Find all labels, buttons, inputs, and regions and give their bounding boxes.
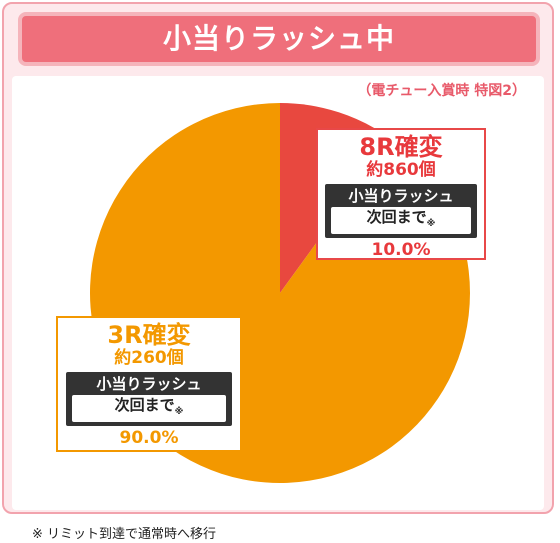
chart-note: （電チュー入賞時 特図2） bbox=[357, 83, 526, 99]
callout-sub: 約260個 bbox=[114, 348, 184, 368]
rush-box: 小当りラッシュ 次回まで※ bbox=[66, 372, 232, 426]
rush-box-title: 小当りラッシュ bbox=[348, 187, 454, 205]
callout-title: 8R確変 bbox=[359, 133, 443, 161]
callout-percent: 90.0% bbox=[119, 428, 179, 448]
page-title: 小当りラッシュ中 bbox=[18, 12, 540, 66]
callout-title: 3R確変 bbox=[107, 321, 191, 349]
rush-box-title: 小当りラッシュ bbox=[96, 375, 202, 393]
callout-percent: 10.0% bbox=[371, 240, 431, 260]
rush-box: 小当りラッシュ 次回まで※ bbox=[325, 184, 477, 238]
callout-8r: 8R確変 約860個 小当りラッシュ 次回まで※ 10.0% bbox=[316, 128, 486, 260]
rush-box-text: 次回まで※ bbox=[72, 395, 226, 422]
footnote: ※ リミット到達で通常時へ移行 bbox=[32, 527, 217, 542]
callout-sub: 約860個 bbox=[366, 160, 436, 180]
callout-3r: 3R確変 約260個 小当りラッシュ 次回まで※ 90.0% bbox=[56, 316, 242, 452]
rush-box-text: 次回まで※ bbox=[331, 207, 471, 234]
